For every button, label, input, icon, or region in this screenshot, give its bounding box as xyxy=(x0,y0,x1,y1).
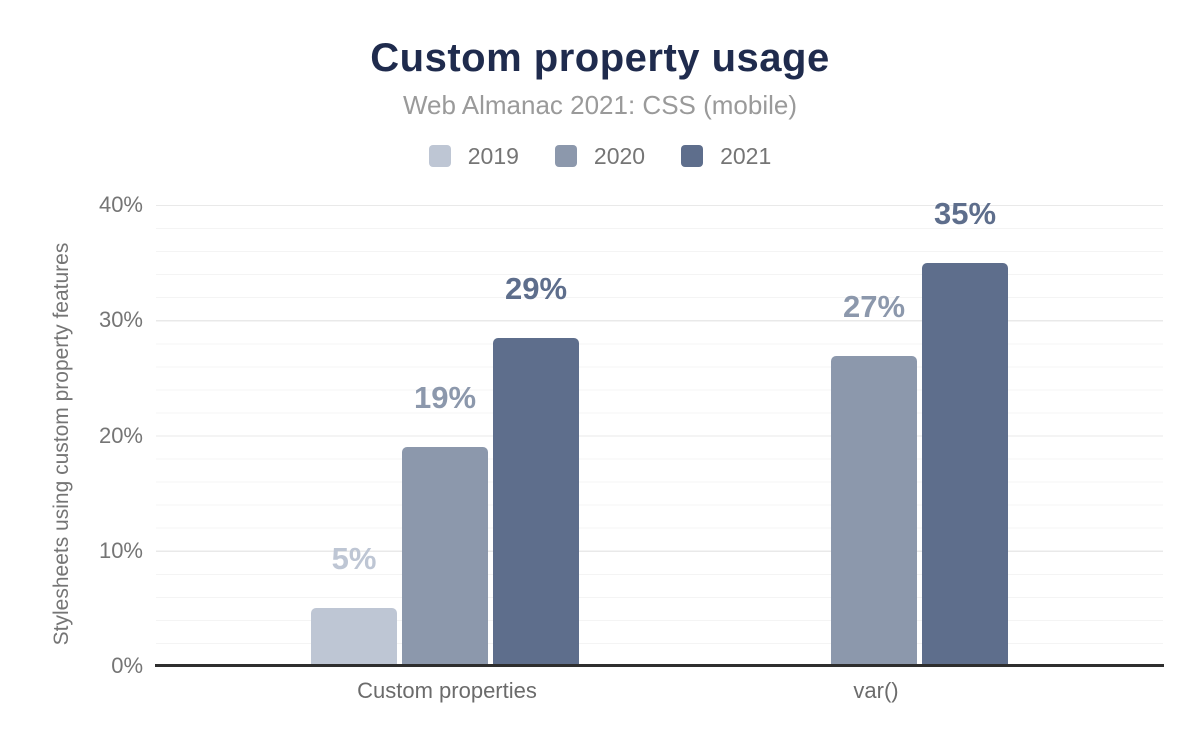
bar-value-label-2021-0: 29% xyxy=(504,270,568,306)
bar-value-label-2019-0: 5% xyxy=(331,541,377,577)
legend-item-2020: 2020 xyxy=(554,143,646,169)
bar-2020-var- xyxy=(831,355,917,666)
bar-value-label-2020-0: 19% xyxy=(413,380,477,416)
plot-area xyxy=(156,205,1163,666)
legend-swatch-2020 xyxy=(554,145,577,167)
chart-subtitle: Web Almanac 2021: CSS (mobile) xyxy=(402,90,798,120)
y-tick-label-20: 20% xyxy=(98,422,143,448)
bar-2021-custom-properties xyxy=(493,337,579,666)
bar-value-label-2020-1: 27% xyxy=(842,288,906,324)
x-axis-line xyxy=(155,664,1164,667)
legend-label-2020: 2020 xyxy=(593,143,646,169)
x-category-label-1: var() xyxy=(853,678,899,703)
chart-title: Custom property usage xyxy=(370,36,830,80)
legend: 2019 2020 2021 xyxy=(0,143,1200,169)
bar-2021-var- xyxy=(922,262,1008,666)
legend-item-2021: 2021 xyxy=(681,144,771,168)
x-category-label-0: Custom properties xyxy=(357,678,537,703)
bar-value-label-2021-1: 35% xyxy=(933,195,997,231)
legend-label-2021: 2021 xyxy=(720,143,772,169)
y-tick-label-0: 0% xyxy=(111,653,143,678)
legend-label-2019: 2019 xyxy=(467,143,519,169)
y-tick-label-30: 30% xyxy=(98,307,143,333)
legend-swatch-2021 xyxy=(681,145,704,167)
y-tick-label-40: 40% xyxy=(98,192,143,217)
bar-2020-custom-properties xyxy=(402,447,488,666)
legend-swatch-2019 xyxy=(428,145,451,167)
legend-item-2019: 2019 xyxy=(428,143,519,169)
bar-2019-custom-properties xyxy=(311,608,397,666)
y-tick-label-10: 10% xyxy=(98,537,143,563)
